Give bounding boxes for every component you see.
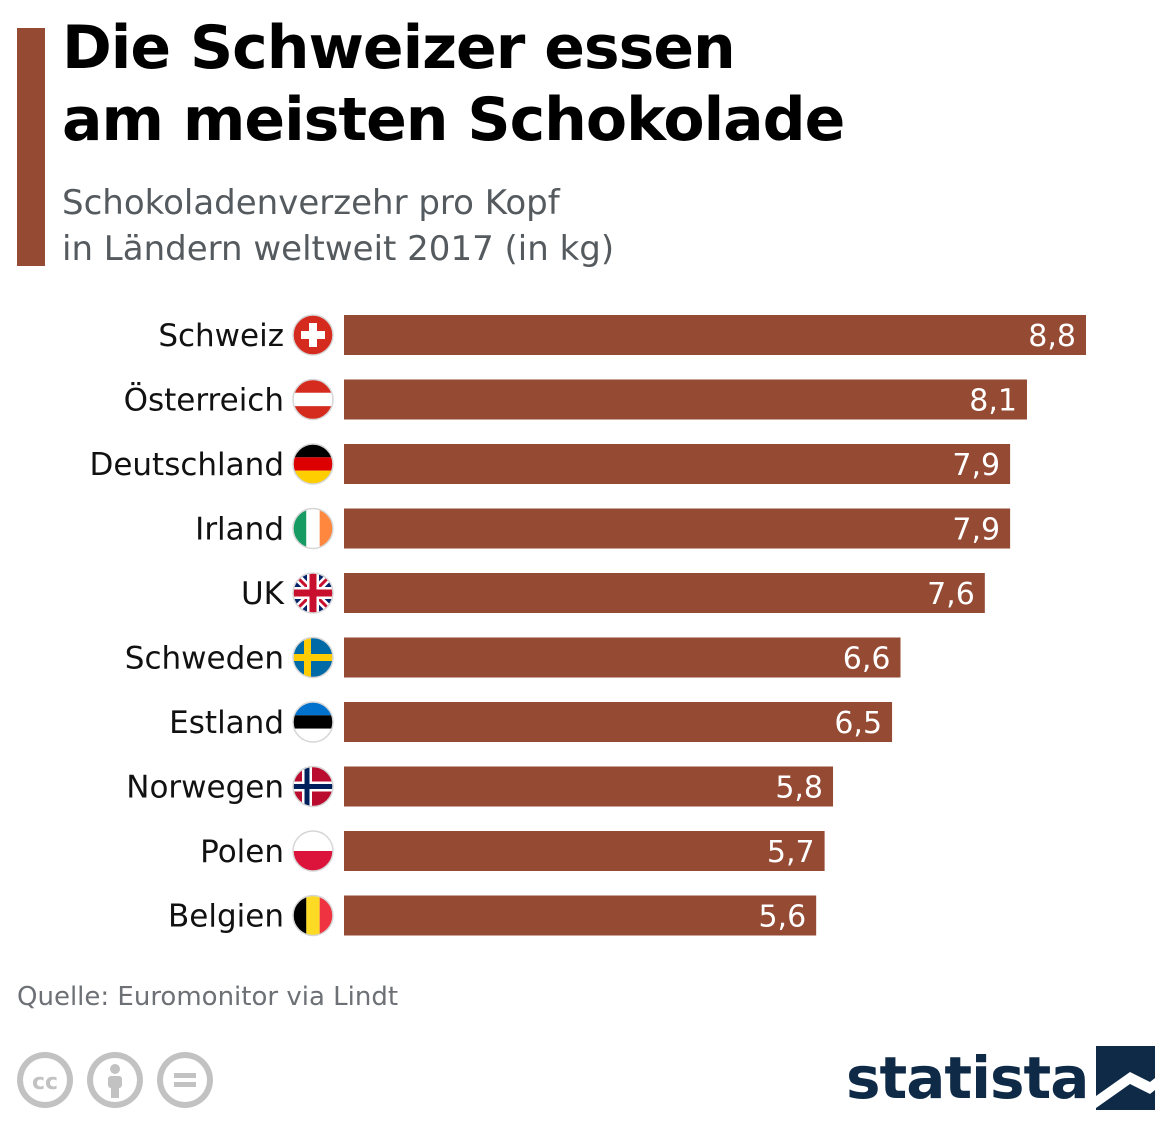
no-derivatives-icon[interactable] bbox=[157, 1052, 213, 1108]
category-label-7: Norwegen bbox=[126, 770, 284, 806]
switzerland-flag-icon bbox=[292, 314, 334, 356]
value-label-1: 8,1 bbox=[969, 384, 1017, 419]
value-label-2: 7,9 bbox=[952, 448, 1000, 483]
belgium-flag-icon bbox=[292, 894, 334, 937]
title-line-2: am meisten Schokolade bbox=[62, 85, 845, 155]
title-accent-bar bbox=[17, 28, 45, 266]
bar-3 bbox=[344, 508, 1011, 549]
category-label-6: Estland bbox=[169, 705, 284, 741]
value-label-9: 5,6 bbox=[758, 900, 806, 935]
category-label-1: Österreich bbox=[124, 382, 284, 419]
bar-7 bbox=[344, 766, 834, 807]
poland-flag-icon bbox=[292, 830, 334, 872]
statista-logo[interactable]: statista bbox=[846, 1040, 1155, 1115]
chart-title: Die Schweizer essen am meisten Schokolad… bbox=[62, 12, 845, 156]
ireland-flag-icon bbox=[292, 507, 334, 550]
category-label-9: Belgien bbox=[168, 899, 284, 935]
bar-6 bbox=[344, 702, 893, 742]
title-line-1: Die Schweizer essen bbox=[62, 13, 736, 83]
logo-text: statista bbox=[846, 1043, 1089, 1112]
category-label-0: Schweiz bbox=[158, 318, 284, 354]
category-label-5: Schweden bbox=[125, 641, 284, 677]
source-note: Quelle: Euromonitor via Lindt bbox=[17, 982, 399, 1012]
category-label-8: Polen bbox=[200, 834, 284, 870]
bar-8 bbox=[344, 831, 825, 871]
value-label-0: 8,8 bbox=[1028, 319, 1076, 354]
sweden-flag-icon bbox=[292, 636, 334, 679]
value-label-6: 6,5 bbox=[834, 706, 882, 741]
bar-5 bbox=[344, 637, 901, 678]
value-label-4: 7,6 bbox=[927, 577, 975, 612]
bar-9 bbox=[344, 895, 817, 936]
estonia-flag-icon bbox=[292, 701, 334, 743]
value-label-7: 5,8 bbox=[775, 771, 823, 806]
svg-text:cc: cc bbox=[32, 1070, 58, 1095]
category-label-2: Deutschland bbox=[89, 447, 284, 483]
chart-subtitle: Schokoladenverzehr pro Kopf in Ländern w… bbox=[62, 180, 614, 272]
norway-flag-icon bbox=[292, 765, 334, 808]
value-label-8: 5,7 bbox=[767, 835, 815, 870]
bar-chart: 8,8 Schweiz 8,1 Österreich 7,9 Deutschland 7,9… bbox=[89, 314, 1086, 937]
austria-flag-icon bbox=[292, 378, 334, 421]
statista-mark-icon bbox=[1096, 1045, 1155, 1110]
license-icons: cc bbox=[17, 1052, 213, 1108]
bar-1 bbox=[344, 379, 1027, 420]
value-label-3: 7,9 bbox=[952, 513, 1000, 548]
subtitle-line-1: Schokoladenverzehr pro Kopf bbox=[62, 183, 560, 223]
bar-2 bbox=[344, 444, 1011, 484]
subtitle-line-2: in Ländern weltweit 2017 (in kg) bbox=[62, 229, 615, 269]
uk-flag-icon bbox=[292, 572, 334, 614]
value-label-5: 6,6 bbox=[843, 642, 891, 677]
bar-4 bbox=[344, 573, 985, 613]
cc-icon[interactable]: cc bbox=[17, 1052, 73, 1108]
category-label-3: Irland bbox=[195, 512, 284, 548]
attribution-icon[interactable] bbox=[87, 1052, 143, 1108]
bar-0 bbox=[344, 315, 1086, 355]
category-label-4: UK bbox=[241, 576, 285, 612]
germany-flag-icon bbox=[292, 443, 334, 485]
